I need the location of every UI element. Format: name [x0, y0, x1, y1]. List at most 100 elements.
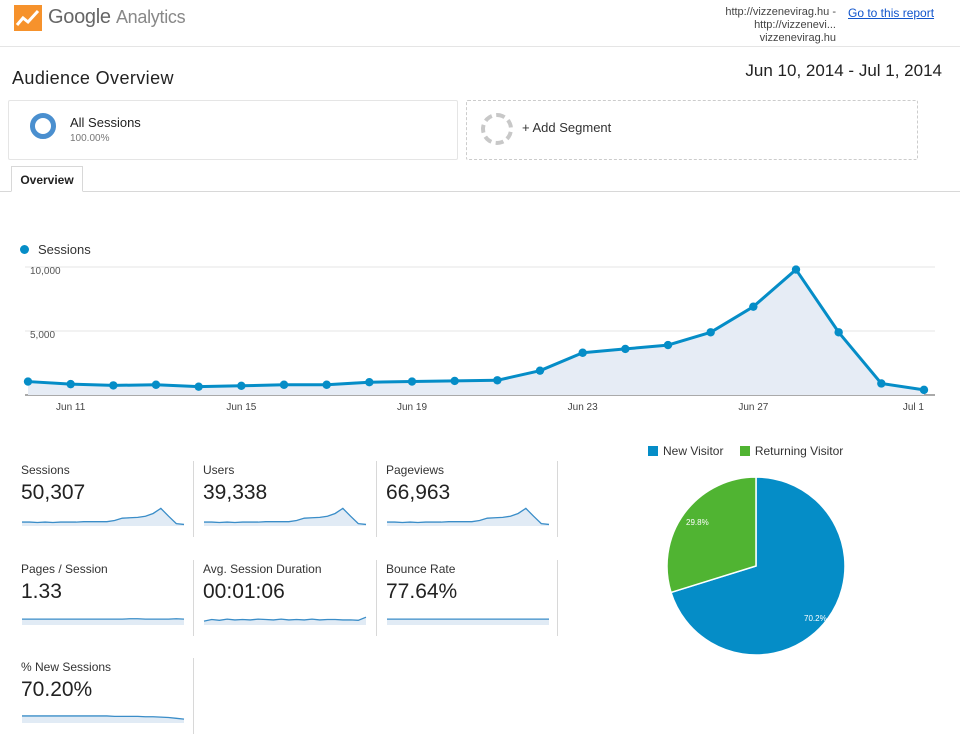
- sparkline-area: [22, 715, 184, 723]
- sparkline-line: [387, 507, 550, 526]
- metric-sparkline: [22, 715, 185, 723]
- sparkline-line: [22, 507, 185, 526]
- sparkline-area: [204, 617, 366, 625]
- tile-divider: [193, 560, 194, 636]
- sessions-data-point[interactable]: [621, 344, 630, 354]
- sparkline-area: [204, 508, 366, 526]
- sessions-data-point[interactable]: [322, 380, 331, 389]
- returning-visitor-swatch-icon: [739, 446, 750, 456]
- sessions-data-point[interactable]: [493, 376, 502, 385]
- new-visitor-swatch-icon: [648, 446, 658, 456]
- sessions-data-point[interactable]: [194, 382, 203, 391]
- sessions-data-point[interactable]: [535, 366, 545, 375]
- x-tick-label: Jun 11: [56, 402, 86, 413]
- pie-legend: New Visitor Returning Visitor: [648, 444, 856, 458]
- metric-tile[interactable]: Sessions 50,307: [21, 463, 189, 537]
- sparkline-line: [204, 507, 367, 526]
- sessions-data-point[interactable]: [578, 348, 587, 357]
- segment-ring-icon: [30, 113, 56, 139]
- metric-sparkline: [387, 507, 550, 526]
- sessions-data-point[interactable]: [877, 379, 886, 388]
- sessions-data-point[interactable]: [663, 340, 673, 350]
- metric-label: Users: [203, 463, 235, 477]
- add-segment-button[interactable]: + Add Segment: [466, 100, 918, 160]
- metric-value: 00:01:06: [203, 580, 285, 603]
- sparkline-area: [387, 619, 549, 625]
- sessions-data-point[interactable]: [791, 265, 801, 274]
- y-tick-label: 5,000: [30, 330, 55, 341]
- sessions-data-point[interactable]: [151, 380, 161, 389]
- property-selector[interactable]: http://vizzenevirag.hu - http://vizzenev…: [648, 6, 836, 45]
- metric-sparkline: [204, 507, 367, 526]
- sessions-data-point[interactable]: [919, 385, 929, 395]
- metric-tile[interactable]: Bounce Rate 77.64%: [386, 562, 554, 636]
- sessions-data-point[interactable]: [66, 379, 75, 389]
- metric-value: 66,963: [386, 481, 451, 504]
- metric-tile[interactable]: Pageviews 66,963: [386, 463, 554, 537]
- metric-value: 77.64%: [386, 580, 458, 603]
- logo-text: Google Analytics: [48, 6, 186, 29]
- page-title: Audience Overview: [12, 68, 174, 88]
- metric-label: Avg. Session Duration: [203, 562, 322, 576]
- empty-segment-ring-icon: [481, 113, 513, 145]
- sessions-data-point[interactable]: [365, 378, 374, 387]
- metric-sparkline: [203, 616, 367, 625]
- segment-all-sessions[interactable]: All Sessions 100.00%: [8, 100, 458, 160]
- metric-tile[interactable]: Avg. Session Duration 00:01:06: [203, 562, 371, 636]
- sessions-data-point[interactable]: [407, 377, 417, 386]
- metric-sparkline: [22, 618, 185, 625]
- pie-slice-new-visitor[interactable]: [670, 476, 846, 656]
- sessions-data-point[interactable]: [450, 376, 459, 386]
- sessions-data-point[interactable]: [23, 377, 33, 386]
- sparkline-line: [203, 616, 367, 622]
- sparkline-area: [22, 508, 184, 526]
- metric-label: Sessions: [21, 463, 70, 477]
- metric-value: 50,307: [21, 481, 86, 504]
- metric-tile[interactable]: Pages / Session 1.33: [21, 562, 189, 636]
- tab-bar-divider: [0, 191, 960, 192]
- metric-label: Bounce Rate: [386, 562, 456, 576]
- pie-legend-label-new: New Visitor: [663, 444, 724, 458]
- property-line1: http://vizzenevirag.hu - http://vizzenev…: [725, 6, 836, 31]
- metric-value: 1.33: [21, 580, 62, 603]
- tile-divider: [376, 461, 377, 537]
- tile-divider: [193, 461, 194, 537]
- go-to-report-link[interactable]: Go to this report: [848, 6, 935, 20]
- sessions-data-point[interactable]: [237, 381, 246, 390]
- sessions-series-line: [27, 268, 925, 392]
- metric-tile[interactable]: % New Sessions 70.20%: [21, 660, 189, 734]
- property-line2: vizzenevirag.hu: [759, 32, 836, 44]
- metric-sparkline: [22, 507, 185, 526]
- logo-analytics-text: Analytics: [115, 7, 186, 27]
- tab-overview[interactable]: Overview: [11, 166, 83, 192]
- sessions-data-point[interactable]: [834, 328, 843, 337]
- segment-percent: 100.00%: [70, 133, 110, 144]
- y-tick-label: 10,000: [30, 266, 61, 277]
- sessions-data-point[interactable]: [706, 328, 715, 337]
- metric-label: Pages / Session: [21, 562, 108, 576]
- metric-label: % New Sessions: [21, 660, 112, 674]
- sparkline-line: [22, 715, 185, 720]
- pie-legend-label-returning: Returning Visitor: [754, 444, 844, 458]
- x-tick-label: Jun 23: [568, 402, 598, 413]
- metric-value: 39,338: [203, 481, 268, 504]
- pie-slice-returning-visitor[interactable]: [666, 476, 757, 594]
- app-header: Google Analytics http://vizzenevirag.hu …: [0, 0, 960, 47]
- metric-tile[interactable]: Users 39,338: [203, 463, 371, 537]
- x-tick-label: Jun 15: [226, 402, 256, 413]
- sessions-data-point[interactable]: [279, 380, 289, 389]
- legend-label-sessions: Sessions: [38, 242, 91, 257]
- sessions-data-point[interactable]: [109, 381, 118, 390]
- pie-slice-label: 70.2%: [804, 614, 827, 623]
- pie-legend-item-new: New Visitor: [648, 444, 723, 458]
- sessions-data-point[interactable]: [749, 302, 758, 311]
- add-segment-label: + Add Segment: [522, 120, 612, 135]
- x-tick-label: Jul 1: [903, 402, 925, 413]
- metric-label: Pageviews: [386, 463, 445, 477]
- sparkline-area: [387, 508, 549, 526]
- x-tick-label: Jun 19: [397, 402, 427, 413]
- metric-sparkline: [387, 618, 549, 625]
- date-range-picker[interactable]: Jun 10, 2014 - Jul 1, 2014: [745, 61, 942, 80]
- visitor-pie-chart: 70.2% 29.8%: [666, 476, 846, 656]
- segment-label: All Sessions: [70, 115, 141, 130]
